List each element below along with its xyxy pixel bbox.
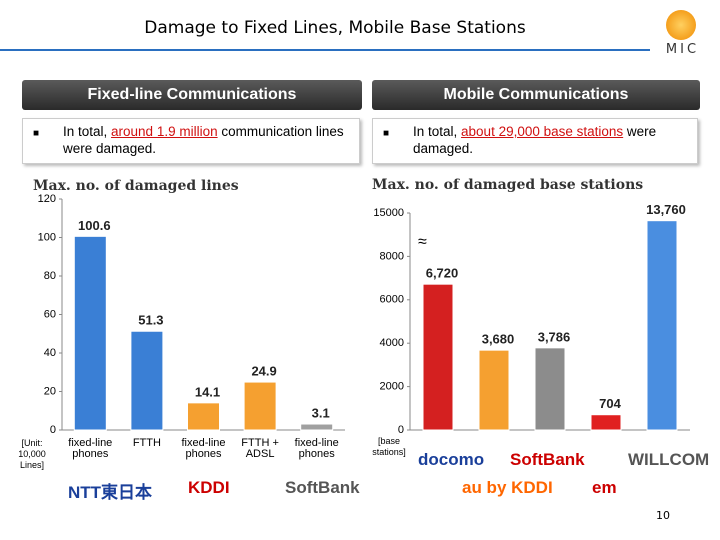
y-tick-label: 0 [50,424,56,436]
logo: SoftBank [510,450,585,469]
slide-title: Damage to Fixed Lines, Mobile Base Stati… [144,18,526,38]
value-label: 3,680 [482,332,515,347]
bar [187,402,220,431]
bar [422,283,454,431]
value-label: 14.1 [195,384,220,399]
logo: em [592,478,617,497]
y-tick-label: 0 [398,424,404,436]
logo: docomo [418,450,485,469]
bar [478,349,510,431]
axis-break: ≈ [418,234,427,251]
unit-label: [Unit: 10,000 Lines] [18,438,46,470]
y-tick-label: 6000 [380,294,404,306]
y-tick-label: 120 [38,193,56,205]
value-label: 3.1 [312,405,330,420]
text: communication lines were damaged. [63,124,344,156]
logo: SoftBank [285,478,360,497]
y-tick-label: 80 [44,270,56,282]
value-label: 24.9 [251,364,276,379]
bullet: ■ [33,128,40,139]
highlight: about 29,000 base stations [461,124,624,139]
logo: NTT東日本 [68,483,153,502]
bar [243,381,277,431]
y-tick-label: 15000 [373,207,404,219]
text: were damaged. [413,124,657,156]
bar [73,235,107,431]
bar [300,423,334,431]
bar [590,414,622,431]
bullet: ■ [383,128,390,139]
value-label: 13,760 [646,202,686,217]
org-logo: MIC [665,42,700,57]
chart-title: Max. no. of damaged base stations [372,177,643,193]
y-tick-label: 4000 [380,337,404,349]
text: In total, [63,124,112,139]
y-tick-label: 8000 [380,250,404,262]
panel-header: Mobile Communications [372,80,700,110]
value-label: 704 [599,396,621,411]
panel-box: ■ In total, about 29,000 base stations we… [372,118,698,164]
value-label: 3,786 [538,329,571,344]
x-tick-label: fixed-line phones [181,437,226,460]
panel-header: Fixed-line Communications [22,80,362,110]
page-number: 10 [656,509,670,522]
panel-box: ■ In total, around 1.9 million communicat… [22,118,360,164]
text: In total, [413,124,462,139]
highlight: around 1.9 million [111,124,218,139]
y-tick-label: 60 [44,308,56,320]
x-tick-label: FTTH + ADSL [241,437,279,460]
logo: KDDI [188,478,230,497]
y-tick-label: 100 [38,231,56,243]
x-tick-label: FTTH [132,437,161,449]
value-label: 100.6 [78,218,111,233]
x-tick-label: fixed-line phones [68,437,113,460]
value-label: 51.3 [138,313,163,328]
logo: WILLCOM [628,450,710,469]
bar [534,347,566,431]
y-tick-label: 20 [44,385,56,397]
value-label: 6,720 [426,266,459,281]
unit-label: [base stations] [372,436,406,457]
y-tick-label: 40 [44,347,56,359]
title-rule [0,49,650,51]
logo-mark [666,10,696,40]
bar [646,220,678,431]
x-tick-label: fixed-line phones [294,437,339,460]
y-tick-label: 2000 [380,381,404,393]
chart-title: Max. no. of damaged lines [33,178,239,194]
logo: au by KDDI [462,478,553,497]
bar [130,330,164,431]
